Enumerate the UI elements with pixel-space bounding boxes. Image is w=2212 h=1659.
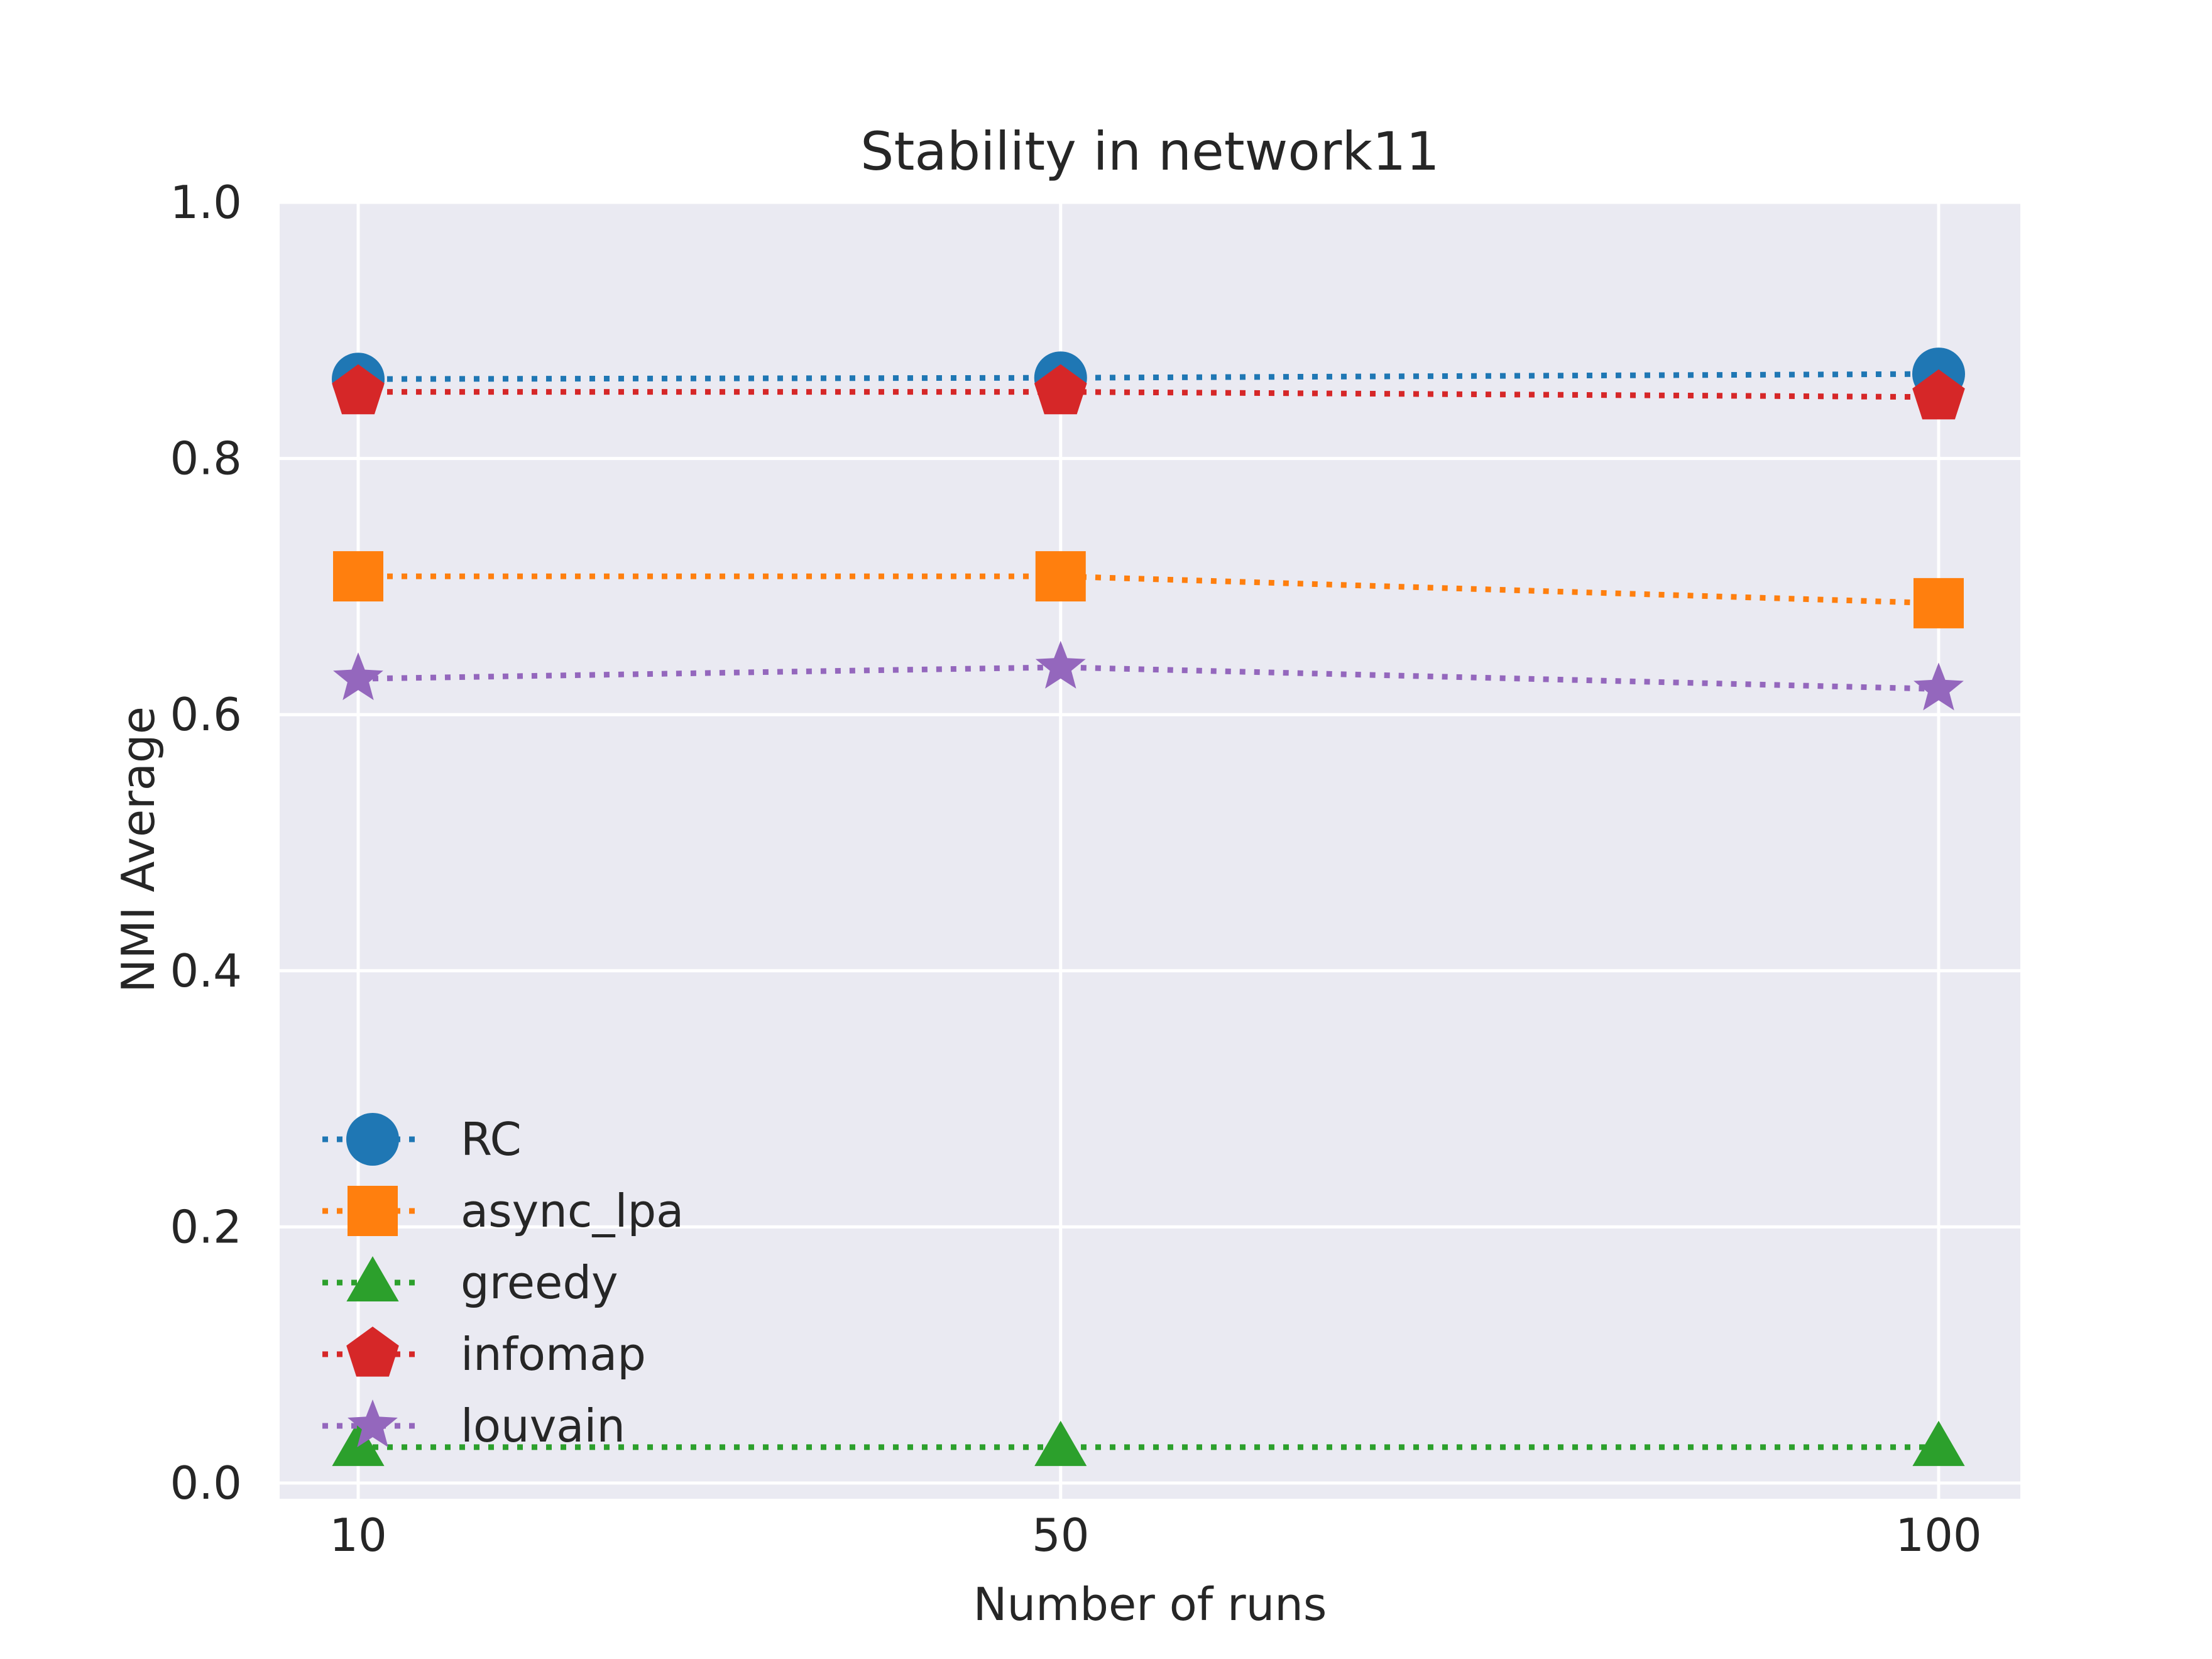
legend-marker [346,1113,399,1166]
y-tick-label: 1.0 [170,176,242,229]
legend-item: infomap [322,1327,646,1381]
data-point [1914,662,1964,711]
legend-item: RC [322,1113,522,1166]
series-line [358,573,1939,606]
series-louvain [333,640,1964,711]
data-point [332,364,385,415]
data-point [1914,578,1964,628]
x-tick-label: 100 [1895,1509,1981,1562]
data-point [1912,369,1965,420]
legend-item: louvain [322,1399,625,1452]
y-tick-label: 0.8 [170,432,242,485]
legend-item: async_lpa [322,1185,684,1237]
data-point [333,652,383,701]
series-line [358,664,1939,692]
data-point [1035,640,1086,689]
series-layer [332,348,1965,1466]
legend-marker [348,1399,398,1447]
y-tick-label: 0.6 [170,688,242,741]
data-point [1912,1420,1965,1466]
y-tick-label: 0.4 [170,944,242,997]
series-async-lpa [333,551,1964,628]
x-tick-label: 10 [329,1509,387,1562]
data-point [333,551,383,602]
series-infomap [332,364,1965,420]
series-line [358,371,1939,382]
legend-label: async_lpa [461,1185,684,1237]
y-tick-label: 0.0 [170,1457,242,1509]
legend-marker [346,1327,399,1377]
data-point [1035,551,1086,602]
x-axis-label: Number of runs [973,1578,1327,1631]
legend-label: greedy [461,1256,618,1309]
x-tick-label: 50 [1032,1509,1090,1562]
legend-item: greedy [322,1256,618,1309]
plot-area [280,201,2020,1499]
legend-label: RC [461,1113,522,1166]
legend-marker [346,1256,399,1301]
chart-title: Stability in network11 [860,121,1440,182]
series-line [358,389,1939,400]
tick-labels: 0.0 0.2 0.4 0.6 0.8 1.0 10 50 100 [170,176,1981,1562]
data-point [1034,1420,1087,1466]
data-point [1034,364,1087,415]
y-tick-label: 0.2 [170,1200,242,1253]
legend-label: infomap [461,1328,646,1381]
legend-marker [348,1186,398,1236]
legend-label: louvain [461,1399,625,1452]
y-axis-label: NMI Average [112,706,165,993]
